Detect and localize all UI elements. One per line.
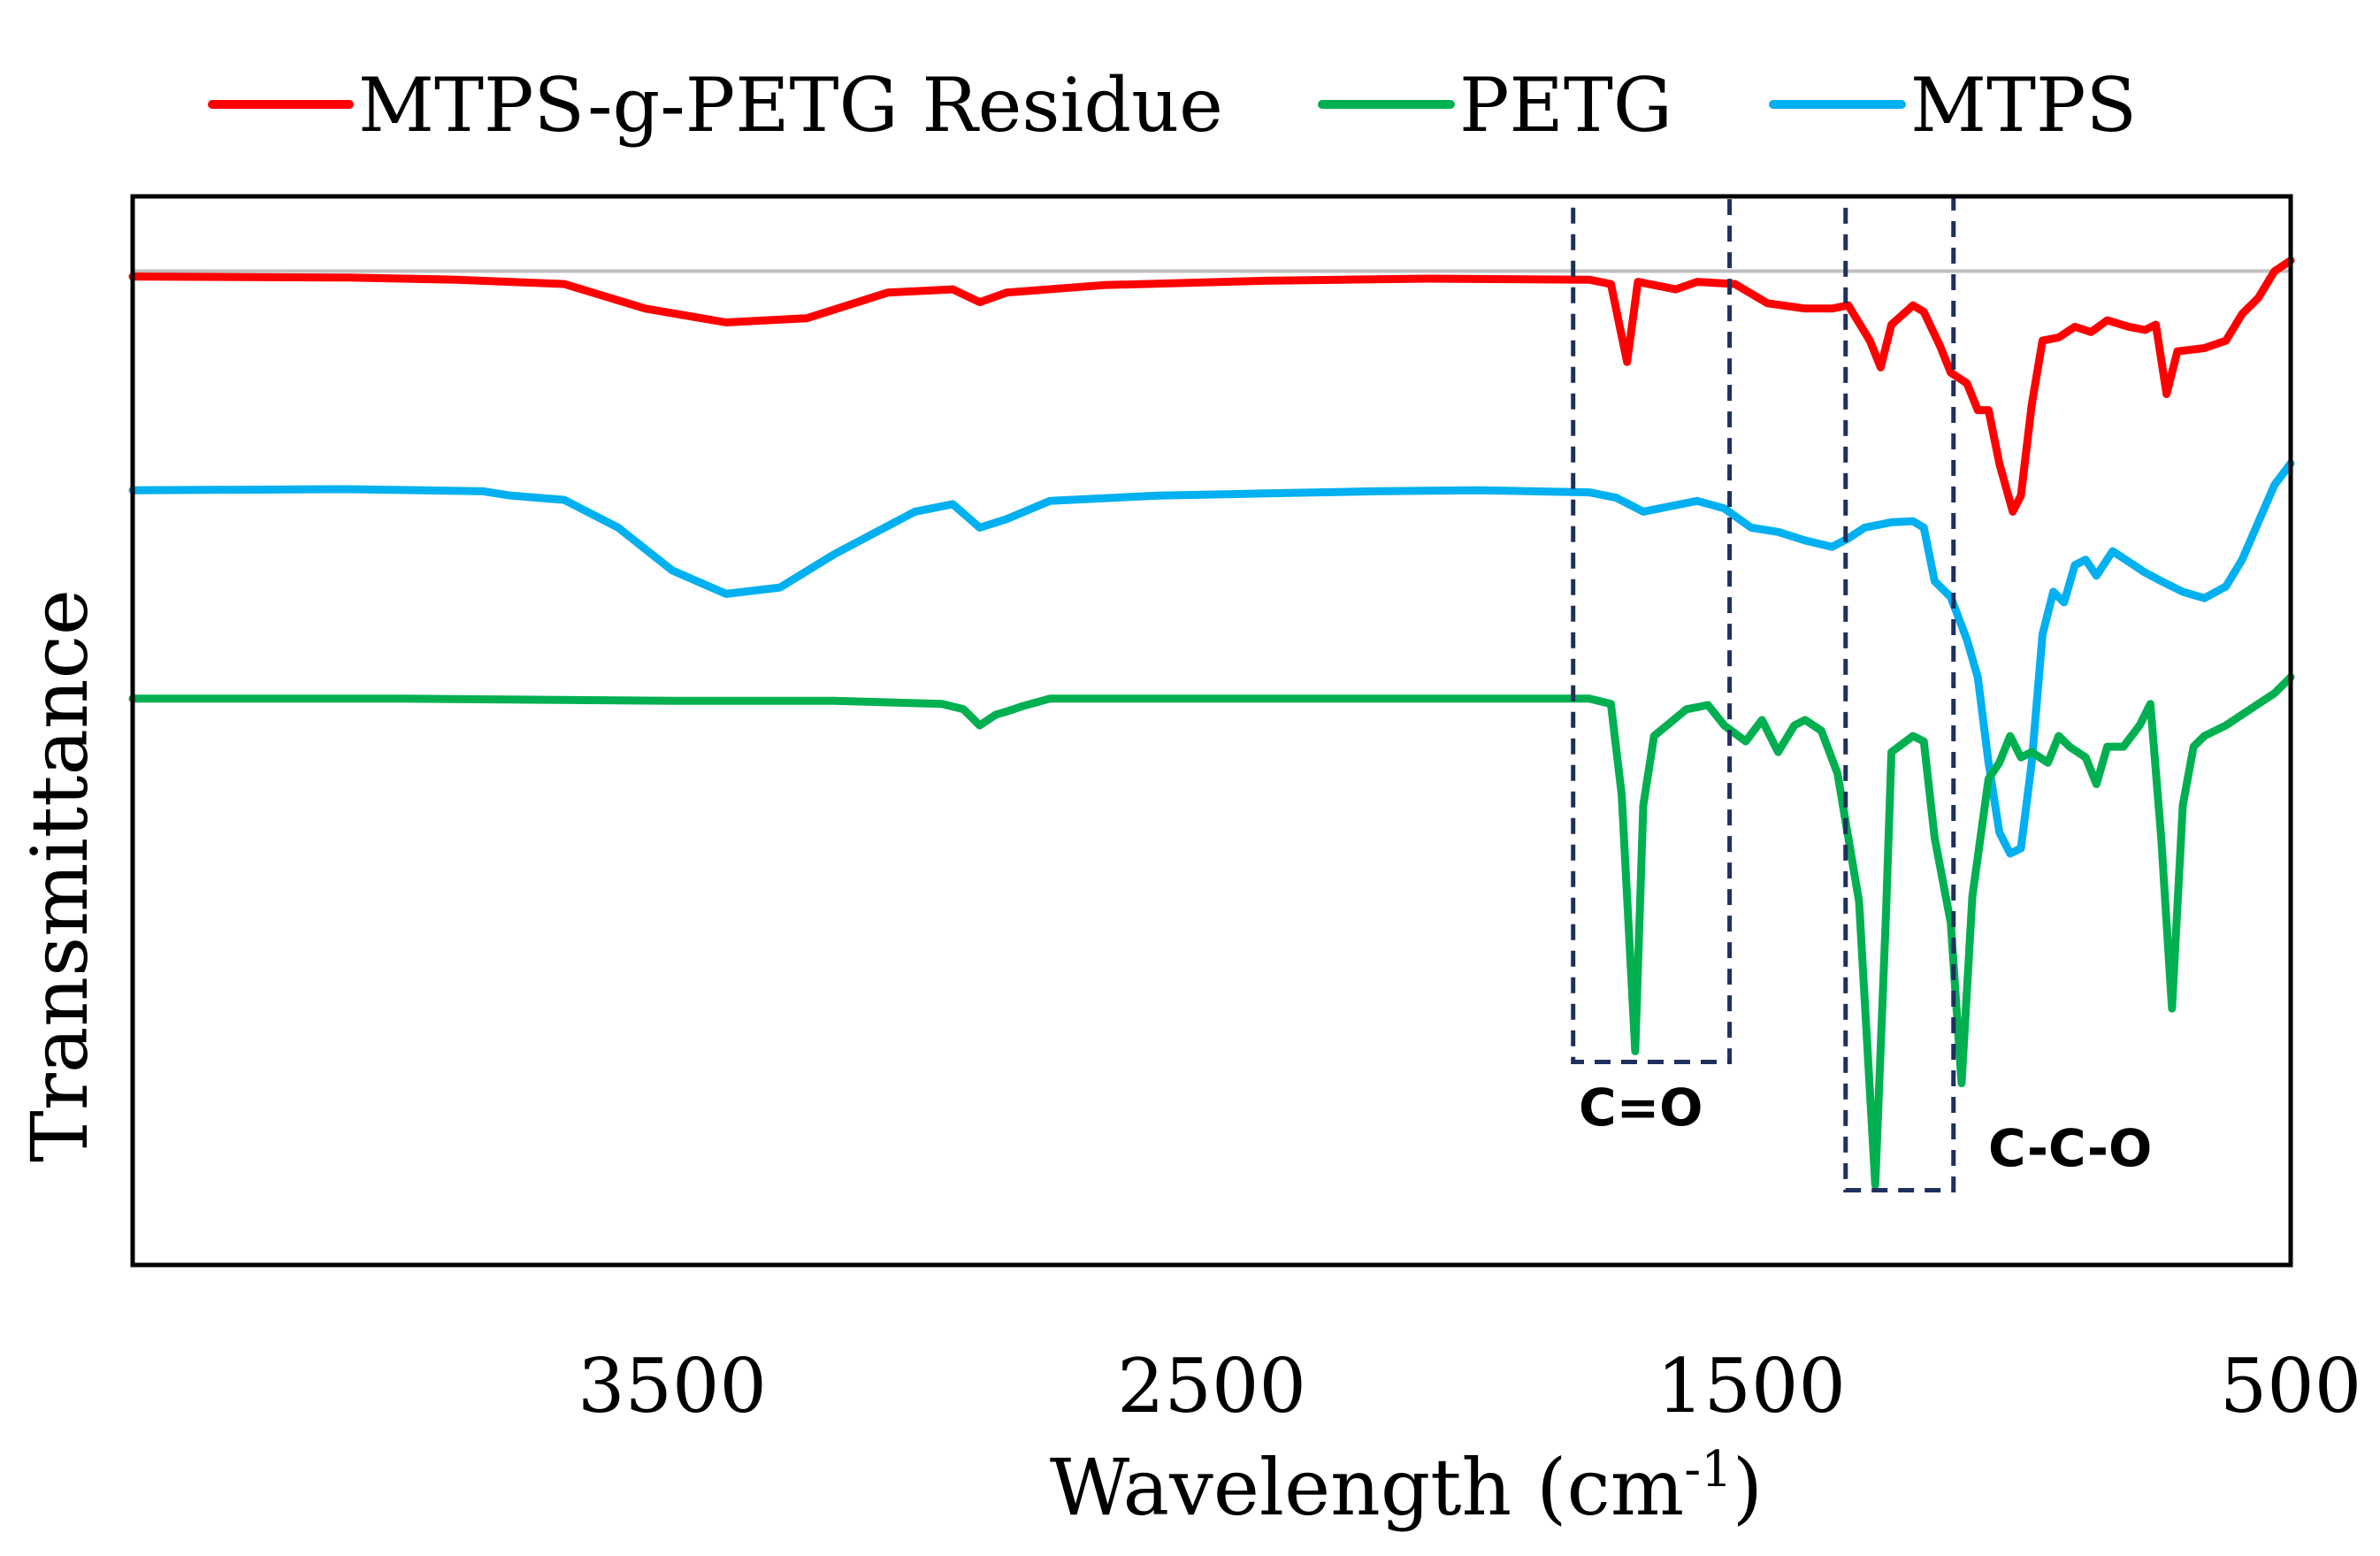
series-line-residue bbox=[128, 257, 2295, 516]
annotations: C=O C-C-O bbox=[1571, 194, 2152, 1192]
series-line-petg bbox=[128, 673, 2295, 1189]
legend-item-residue[interactable]: MTPS-g-PETG Residue bbox=[208, 62, 1223, 149]
x-axis-title-close: ) bbox=[1733, 1442, 1763, 1533]
annotation-box-c-o bbox=[1571, 194, 1733, 1064]
legend-label-residue: MTPS-g-PETG Residue bbox=[358, 62, 1223, 149]
x-axis-title: Wavelength (cm-1) bbox=[1050, 1441, 1763, 1533]
x-tick-label: 3500 bbox=[578, 1343, 767, 1430]
x-tick-label: 2500 bbox=[1117, 1343, 1306, 1430]
x-axis-title-main: Wavelength (cm bbox=[1050, 1442, 1684, 1533]
legend-label-mtps: MTPS bbox=[1910, 62, 2137, 149]
annotation-label-c-o: C=O bbox=[1579, 1077, 1703, 1138]
x-tick-labels: 3500 2500 1500 500 bbox=[578, 1343, 2361, 1430]
series-line-mtps bbox=[128, 459, 2295, 858]
x-axis-title-superscript: -1 bbox=[1684, 1441, 1733, 1499]
plot-frame bbox=[130, 194, 2293, 1268]
x-tick-label: 1500 bbox=[1657, 1343, 1846, 1430]
y-axis-title: Transmittance bbox=[14, 589, 105, 1162]
legend-label-petg: PETG bbox=[1459, 62, 1672, 149]
x-tick-label: 500 bbox=[2220, 1343, 2361, 1430]
annotation-label-c-c-o: C-C-O bbox=[1988, 1118, 2152, 1178]
legend-item-petg[interactable]: PETG bbox=[1318, 62, 1672, 149]
legend-item-mtps[interactable]: MTPS bbox=[1769, 62, 2137, 149]
legend: MTPS-g-PETG Residue PETG MTPS bbox=[208, 62, 2137, 149]
series-group bbox=[128, 257, 2295, 1189]
